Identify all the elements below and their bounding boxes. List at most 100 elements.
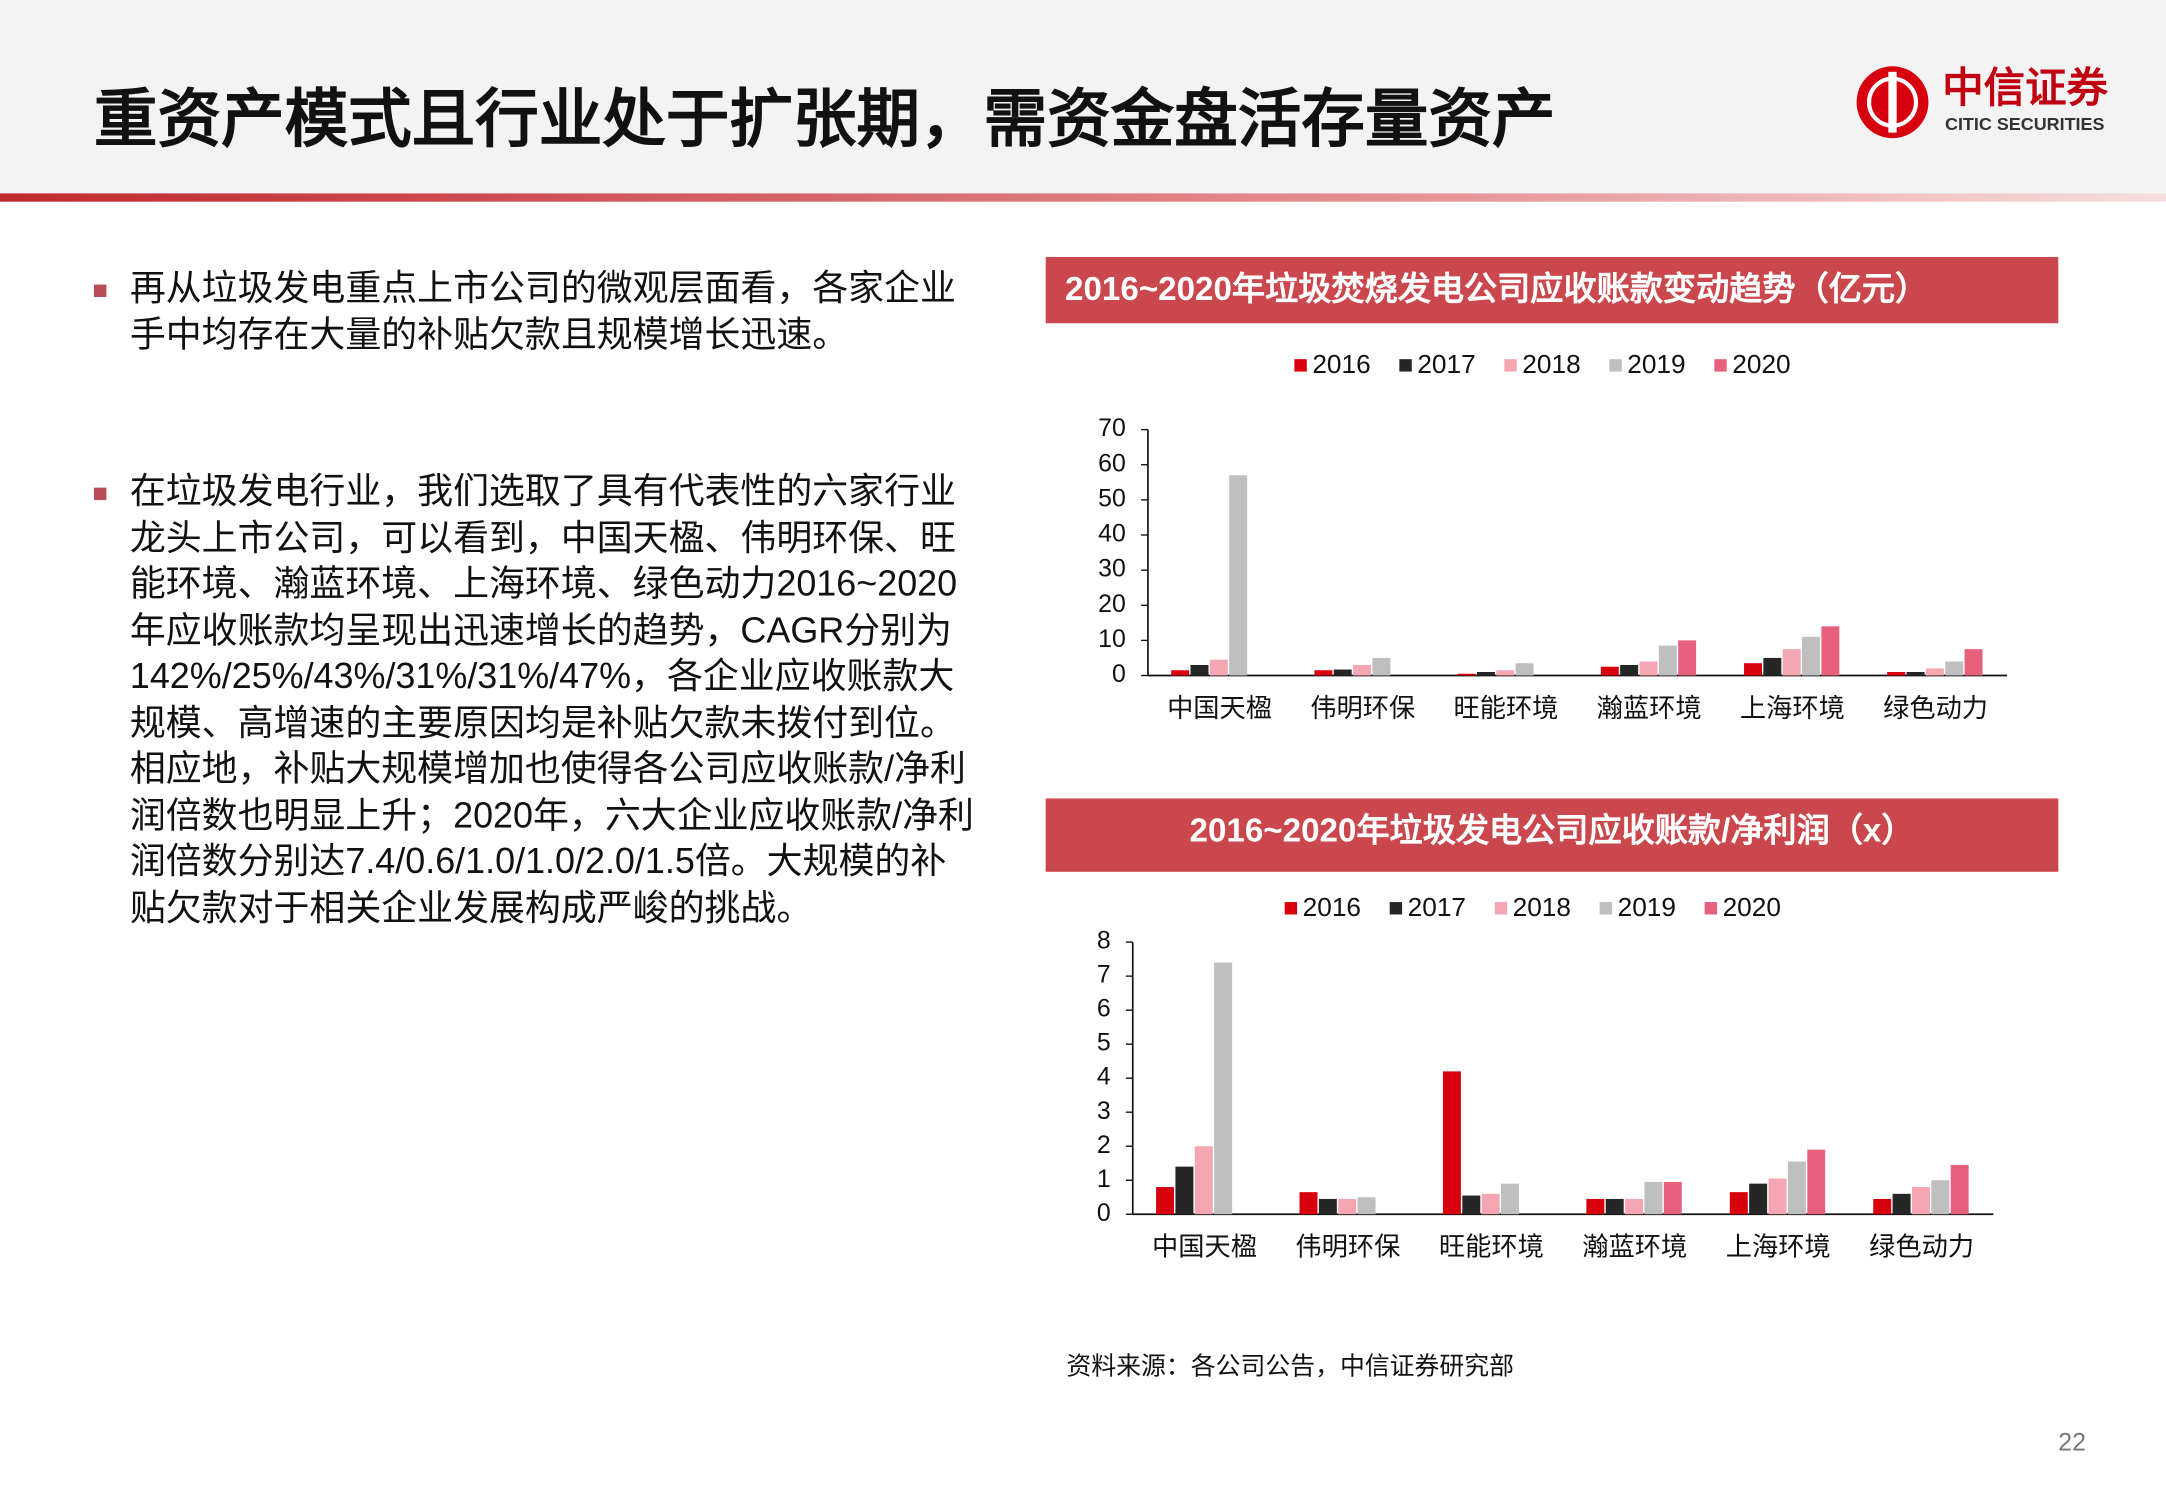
- slide-title: 重资产模式且行业处于扩张期，需资金盘活存量资产: [93, 82, 1556, 155]
- chart-title: 2016~2020年垃圾焚烧发电公司应收账款变动趋势（亿元）: [1045, 256, 2059, 324]
- bar: [1314, 670, 1333, 676]
- x-tick-label: 伟明环保: [1310, 693, 1415, 723]
- bar: [1620, 664, 1639, 676]
- y-tick-label: 2: [1097, 1131, 1111, 1159]
- y-tick-label: 70: [1098, 414, 1126, 442]
- x-tick-label: 伟明环保: [1295, 1232, 1400, 1262]
- legend-swatch: [1704, 902, 1718, 915]
- bar: [1357, 1197, 1376, 1215]
- logo-bar: [1888, 71, 1897, 133]
- chart-title: 2016~2020年垃圾发电公司应收账款/净利润（x）: [1045, 798, 2059, 872]
- bar: [1906, 671, 1925, 676]
- x-tick-label: 瀚蓝环境: [1597, 693, 1702, 723]
- bar: [1625, 1198, 1644, 1215]
- y-tick-label: 3: [1097, 1097, 1111, 1125]
- bar: [1353, 664, 1372, 676]
- y-tick-label: 60: [1098, 449, 1126, 477]
- y-tick-label: 50: [1098, 484, 1126, 512]
- bar: [1462, 1195, 1481, 1215]
- legend-label: 2018: [1513, 892, 1571, 922]
- x-tick-label: 中国天楹: [1152, 1232, 1257, 1262]
- legend-label: 2017: [1417, 349, 1475, 379]
- x-tick-label: 中国天楹: [1167, 693, 1272, 723]
- logo-name: 中信证券: [1942, 64, 2108, 111]
- legend-label: 2019: [1618, 892, 1676, 922]
- x-tick-label: 旺能环境: [1439, 1232, 1544, 1262]
- bar: [1644, 1181, 1663, 1215]
- logo: 中信证券 CITIC SECURITIES: [1856, 64, 2109, 139]
- bar: [1807, 1149, 1826, 1215]
- bar: [1782, 649, 1801, 676]
- y-tick-label: 7: [1097, 961, 1111, 989]
- bar: [1605, 1198, 1624, 1215]
- bar: [1639, 661, 1658, 676]
- bar: [1442, 1071, 1461, 1215]
- bar: [1945, 661, 1964, 676]
- bar: [1802, 636, 1820, 676]
- bar: [1729, 1192, 1748, 1215]
- x-tick-label: 绿色动力: [1883, 693, 1988, 723]
- bar: [1209, 659, 1228, 676]
- y-tick-label: 30: [1098, 555, 1126, 583]
- bar: [1214, 962, 1233, 1215]
- legend-swatch: [1399, 359, 1412, 372]
- x-tick-label: 上海环境: [1740, 693, 1845, 723]
- legend-swatch: [1504, 359, 1517, 372]
- y-tick-label: 0: [1112, 660, 1126, 688]
- x-tick-label: 上海环境: [1726, 1232, 1831, 1262]
- page-number: 22: [2058, 1428, 2086, 1456]
- x-tick-label: 瀚蓝环境: [1582, 1232, 1687, 1262]
- y-tick-label: 8: [1097, 927, 1111, 955]
- bullet-text: 再从垃圾发电重点上市公司的微观层面看，各家企业手中均存在大量的补贴欠款且规模增长…: [93, 265, 975, 358]
- bar: [1873, 1198, 1892, 1215]
- bar: [1515, 663, 1534, 676]
- y-tick-label: 4: [1097, 1063, 1111, 1091]
- bar: [1372, 657, 1391, 676]
- bar: [1586, 1198, 1605, 1215]
- bar: [1318, 1198, 1337, 1215]
- bullet-text: 在垃圾发电行业，我们选取了具有代表性的六家行业龙头上市公司，可以看到，中国天楹、…: [93, 468, 975, 931]
- bar: [1501, 1183, 1520, 1215]
- legend-label: 2016: [1312, 349, 1370, 379]
- legend-swatch: [1284, 902, 1298, 915]
- legend-label: 2019: [1627, 349, 1685, 379]
- legend-swatch: [1294, 359, 1307, 372]
- bar: [1663, 1181, 1682, 1215]
- y-tick-label: 40: [1098, 520, 1126, 548]
- legend-label: 2020: [1723, 892, 1781, 922]
- bar: [1658, 645, 1677, 676]
- bar: [1229, 475, 1248, 676]
- bar: [1481, 1193, 1500, 1215]
- legend-swatch: [1389, 902, 1403, 915]
- header-line: [0, 193, 2166, 202]
- legend-swatch: [1714, 359, 1727, 372]
- legend-label: 2016: [1303, 892, 1361, 922]
- bar: [1931, 1180, 1950, 1215]
- bar: [1964, 649, 1983, 676]
- y-tick-label: 5: [1097, 1029, 1111, 1057]
- legend-label: 2017: [1408, 892, 1466, 922]
- header-band: [0, 0, 2166, 194]
- bar: [1892, 1193, 1911, 1215]
- bar: [1744, 663, 1762, 676]
- bar: [1457, 673, 1476, 676]
- y-tick-label: 20: [1098, 590, 1126, 618]
- legend-swatch: [1494, 902, 1508, 915]
- bar: [1768, 1178, 1787, 1215]
- bar: [1911, 1187, 1930, 1215]
- logo-english: CITIC SECURITIES: [1945, 114, 2104, 134]
- bar: [1476, 671, 1495, 676]
- bar: [1175, 1166, 1194, 1215]
- legend-swatch: [1609, 359, 1622, 372]
- bar: [1156, 1187, 1175, 1215]
- bar: [1749, 1183, 1768, 1215]
- x-tick-label: 旺能环境: [1453, 693, 1558, 723]
- bar: [1821, 626, 1840, 676]
- y-tick-label: 0: [1097, 1199, 1111, 1227]
- x-tick-label: 绿色动力: [1869, 1232, 1974, 1262]
- bar: [1299, 1192, 1318, 1215]
- legend-swatch: [1599, 902, 1613, 915]
- bar: [1950, 1164, 1969, 1215]
- y-tick-label: 1: [1097, 1165, 1111, 1193]
